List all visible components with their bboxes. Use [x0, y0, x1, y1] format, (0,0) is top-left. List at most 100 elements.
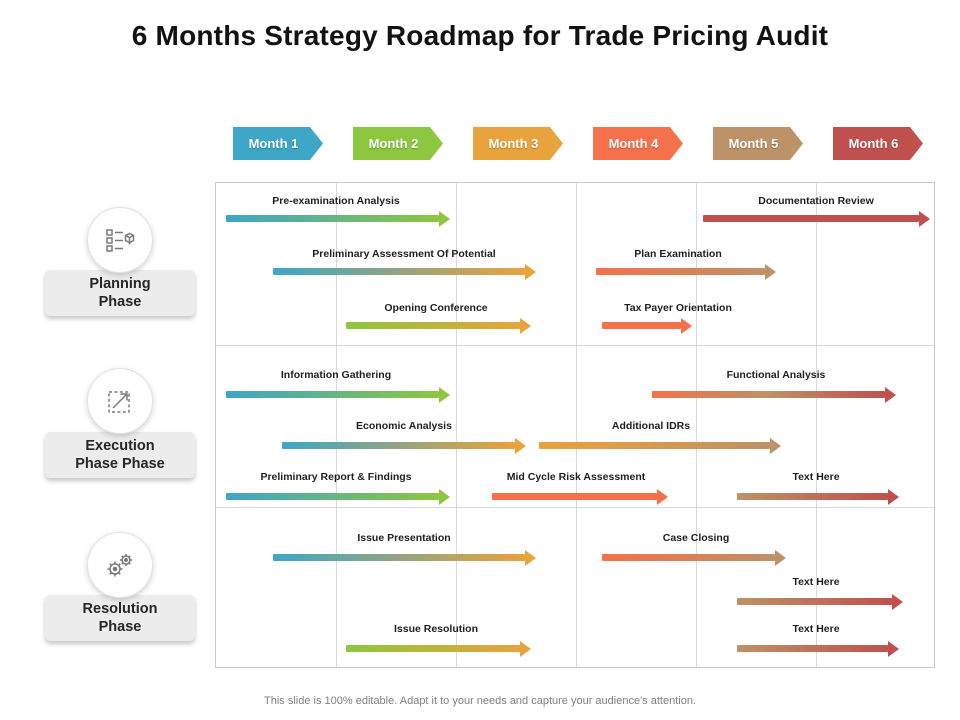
- grid-vline: [576, 183, 577, 667]
- bar-label: Issue Presentation: [357, 532, 451, 544]
- timeline-bar: [602, 318, 692, 334]
- bar-body: [596, 268, 765, 275]
- month-tab-1: Month 1: [233, 127, 323, 160]
- grid-hline: [216, 507, 934, 508]
- timeline-bar: [596, 264, 776, 280]
- bar-arrowhead-icon: [775, 550, 786, 566]
- bar-label: Economic Analysis: [356, 420, 452, 432]
- grid-vline: [456, 183, 457, 667]
- bar-arrowhead-icon: [657, 489, 668, 505]
- bar-body: [346, 322, 520, 329]
- bar-label: Pre-examination Analysis: [272, 195, 400, 207]
- month-tab-2: Month 2: [353, 127, 443, 160]
- bar-body: [273, 268, 525, 275]
- page-title: 6 Months Strategy Roadmap for Trade Pric…: [131, 20, 829, 51]
- month-tab-6: Month 6: [833, 127, 923, 160]
- bar-body: [273, 554, 525, 561]
- phase-label-line: Resolution: [82, 600, 158, 617]
- timeline-bar: [282, 438, 526, 454]
- phase-sidebar: Planning Phase Execution Phase Phase Resolut…: [0, 0, 215, 720]
- phase-label-line: Phase Phase: [75, 456, 165, 472]
- phase-label-2: Execution Phase Phase: [45, 432, 195, 478]
- bar-label: Tax Payer Orientation: [624, 302, 732, 314]
- bar-arrowhead-icon: [888, 489, 899, 505]
- bar-label: Text Here: [792, 576, 840, 588]
- bar-arrowhead-icon: [765, 264, 776, 280]
- bar-label: Case Closing: [662, 532, 730, 544]
- month-tab-5: Month 5: [713, 127, 803, 160]
- bar-arrowhead-icon: [439, 387, 450, 403]
- grid-hline: [216, 345, 934, 346]
- bar-arrowhead-icon: [525, 264, 536, 280]
- month-tab-4: Month 4: [593, 127, 683, 160]
- bar-label: Plan Examination: [634, 248, 722, 260]
- phase-label-line: Phase: [98, 294, 142, 310]
- bar-body: [602, 554, 775, 561]
- timeline-bar: [602, 550, 786, 566]
- timeline-bar: [346, 318, 531, 334]
- bar-label: Functional Analysis: [726, 369, 826, 381]
- bar-body: [226, 215, 439, 222]
- bar-body: [226, 493, 439, 500]
- bar-arrowhead-icon: [770, 438, 781, 454]
- timeline-bar: [737, 489, 899, 505]
- gears-icon: [103, 548, 137, 582]
- bar-label: Opening Conference: [384, 302, 488, 314]
- phase-label-1: Planning Phase: [45, 270, 195, 316]
- timeline-bar: [737, 641, 899, 657]
- bar-body: [703, 215, 919, 222]
- phase-label-line: Planning: [89, 275, 151, 292]
- bar-label: Text Here: [792, 471, 840, 483]
- bar-body: [282, 442, 515, 449]
- timeline-bar: [346, 641, 531, 657]
- bar-arrowhead-icon: [439, 211, 450, 227]
- bar-label: Documentation Review: [758, 195, 874, 207]
- bar-body: [539, 442, 770, 449]
- bar-body: [346, 645, 520, 652]
- phase-circle-1: [87, 207, 153, 273]
- footer-note: This slide is 100% editable. Adapt it to…: [264, 695, 696, 707]
- month-tab-3: Month 3: [473, 127, 563, 160]
- bar-body: [737, 493, 888, 500]
- phase-circle-3: [87, 532, 153, 598]
- bar-label: Text Here: [792, 623, 840, 635]
- bar-arrowhead-icon: [439, 489, 450, 505]
- bar-body: [226, 391, 439, 398]
- bar-body: [492, 493, 657, 500]
- timeline-bar: [492, 489, 668, 505]
- bar-arrowhead-icon: [520, 641, 531, 657]
- bar-label: Preliminary Report & Findings: [260, 471, 412, 483]
- bar-arrowhead-icon: [885, 387, 896, 403]
- bar-body: [737, 645, 888, 652]
- grid-vline: [816, 183, 817, 667]
- bar-label: Mid Cycle Risk Assessment: [506, 471, 646, 483]
- bar-body: [602, 322, 681, 329]
- bar-arrowhead-icon: [892, 594, 903, 610]
- bar-body: [652, 391, 885, 398]
- timeline-bar: [539, 438, 781, 454]
- grid-vline: [336, 183, 337, 667]
- month-header-row: Month 1 Month 2 Month 3 Month 4 Month 5 Month…: [215, 127, 935, 160]
- bar-arrowhead-icon: [681, 318, 692, 334]
- bar-arrowhead-icon: [525, 550, 536, 566]
- grid-vline: [696, 183, 697, 667]
- bar-arrowhead-icon: [515, 438, 526, 454]
- bar-label: Issue Resolution: [393, 623, 479, 635]
- phase-circle-2: [87, 368, 153, 434]
- timeline-bar: [273, 264, 536, 280]
- timeline-bar: [652, 387, 896, 403]
- phase-label-line: Phase: [98, 619, 142, 635]
- bar-label: Additional IDRs: [611, 420, 691, 432]
- bar-label: Preliminary Assessment Of Potential: [312, 248, 496, 260]
- bar-body: [737, 598, 892, 605]
- phase-label-3: Resolution Phase: [45, 595, 195, 641]
- bar-arrowhead-icon: [919, 211, 930, 227]
- checklist-icon: [103, 223, 137, 257]
- expand-arrow-icon: [103, 384, 137, 418]
- bar-arrowhead-icon: [888, 641, 899, 657]
- timeline-bar: [703, 211, 930, 227]
- phase-label-line: Execution: [85, 437, 155, 454]
- timeline-bar: [737, 594, 903, 610]
- bar-label: Information Gathering: [280, 369, 392, 381]
- bar-arrowhead-icon: [520, 318, 531, 334]
